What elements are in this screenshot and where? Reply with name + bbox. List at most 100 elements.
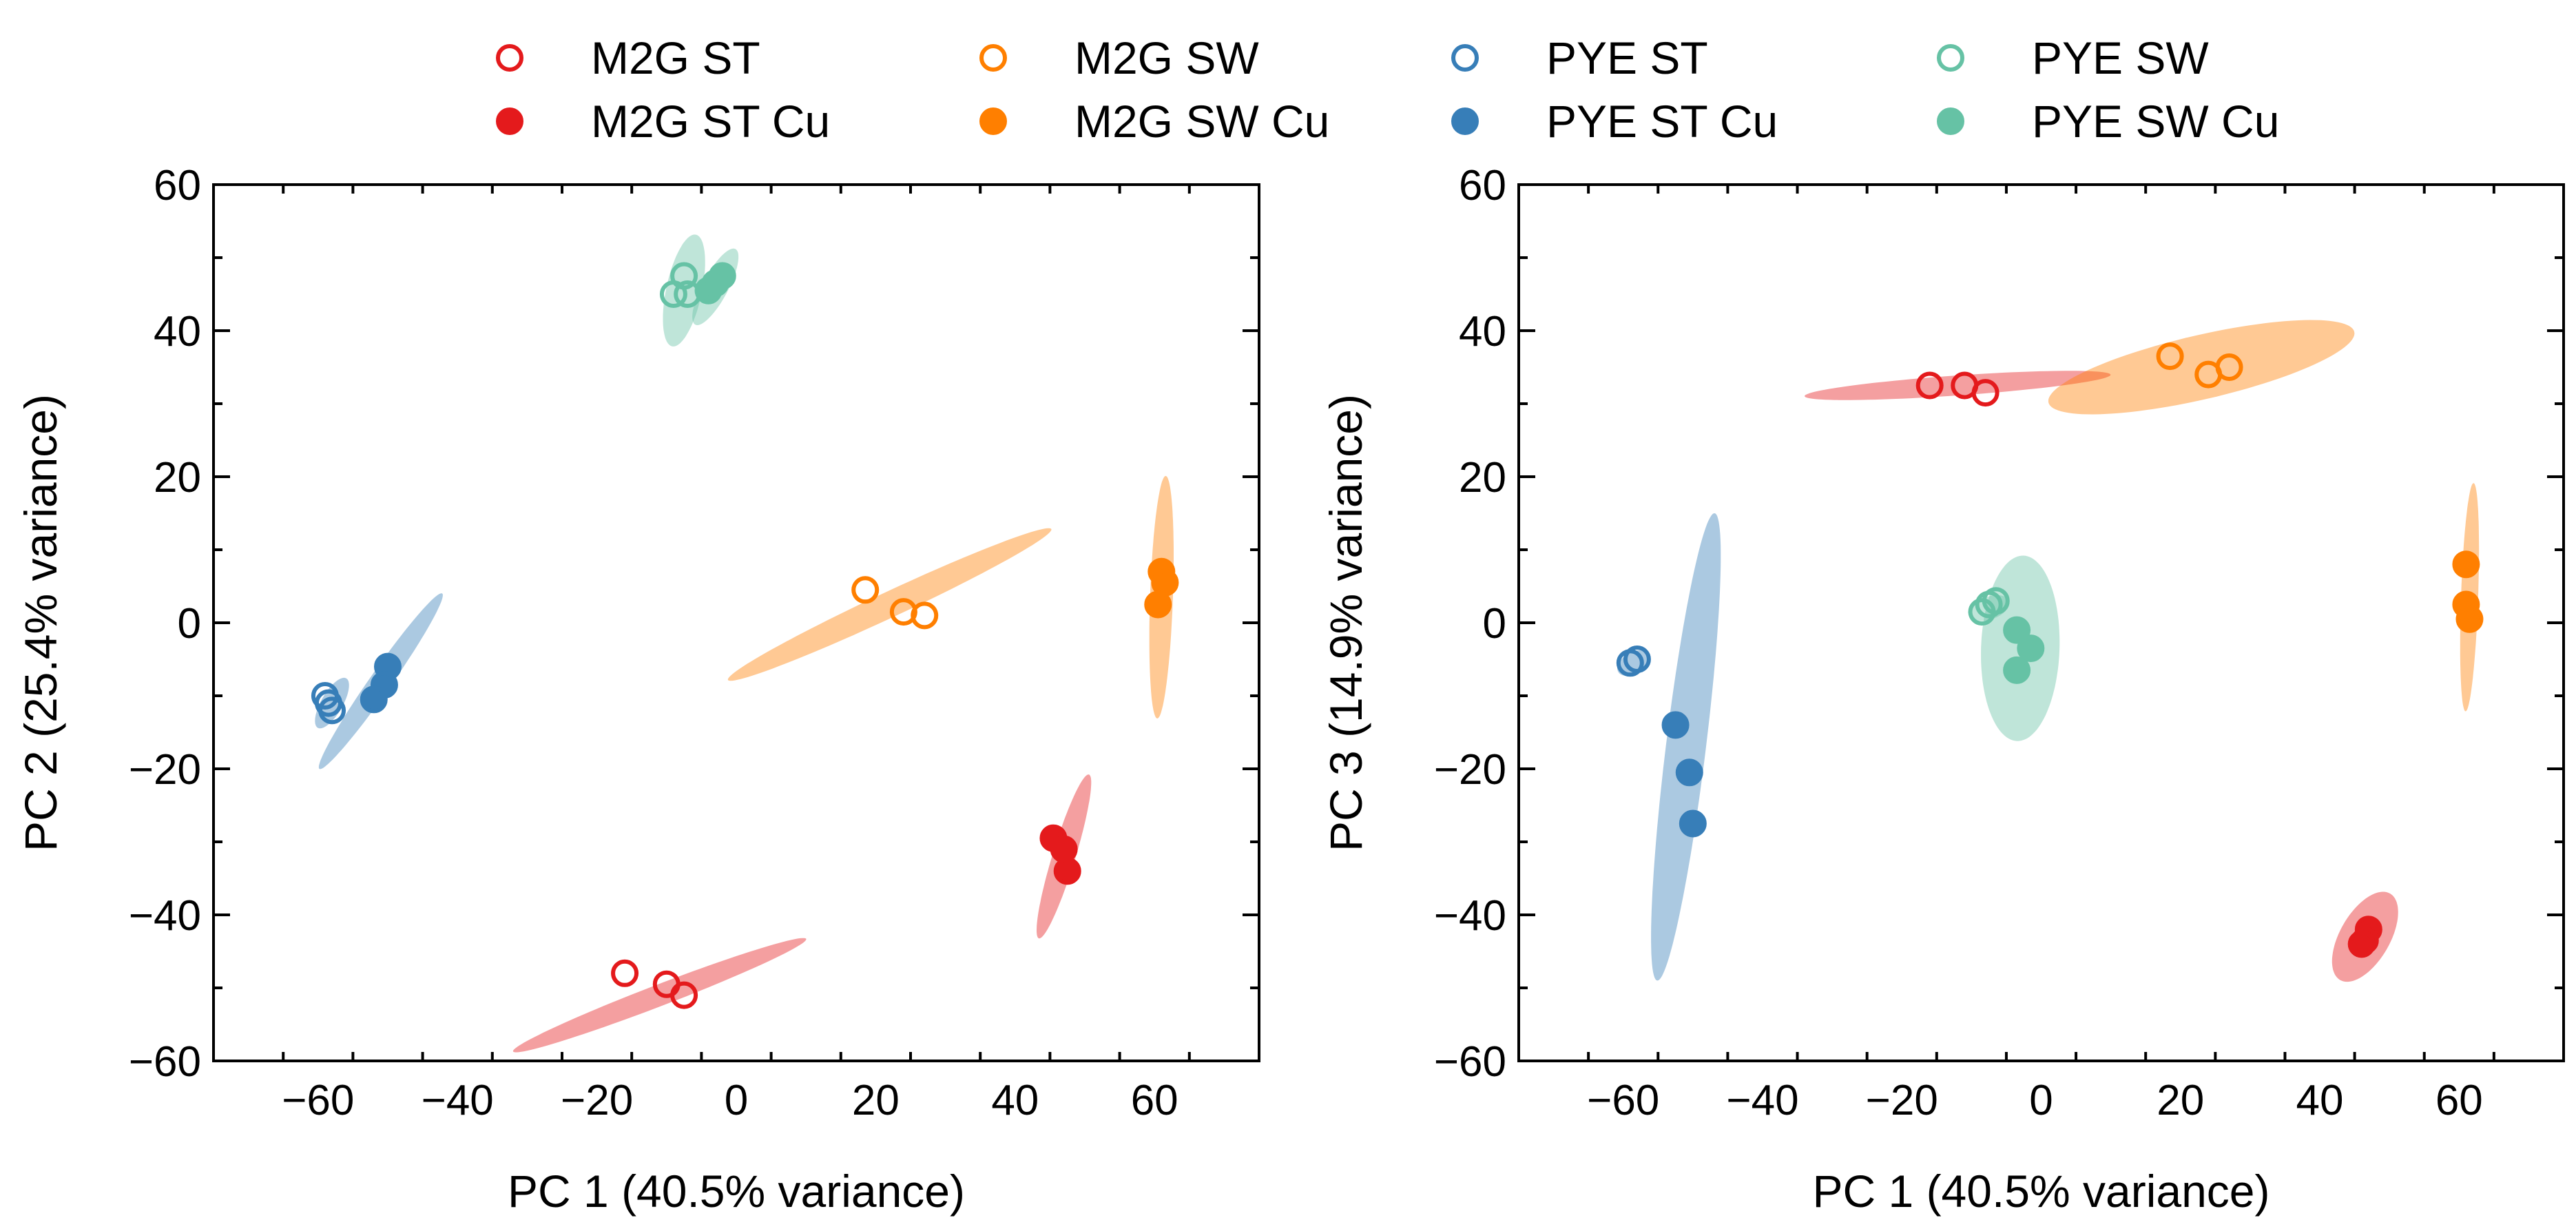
- series-m2g-st: [1915, 371, 1999, 407]
- x-tick-label: 60: [2435, 1077, 2483, 1124]
- x-tick-label: −20: [561, 1077, 633, 1124]
- x-tick-label: −40: [1726, 1077, 1798, 1124]
- legend-item-m2g-sw-cu: M2G SW Cu: [979, 96, 1329, 147]
- legend-marker-m2g-sw-cu: [979, 107, 1007, 135]
- x-tick-label: −60: [282, 1077, 354, 1124]
- pc1-vs-pc3-plot: −60 −40 −20 0 20 40 60 −60 −40 −20 0 20 40 60 PC 1 (40…: [1320, 162, 2565, 1217]
- tick-layer: [1517, 183, 2565, 1062]
- legend-marker-m2g-sw: [979, 44, 1007, 72]
- point-m2g-st-cu: [1053, 857, 1081, 885]
- x-tick-label: 0: [2029, 1077, 2053, 1124]
- series-pye-sw: [659, 262, 702, 308]
- legend-marker-pye-st-cu: [1451, 107, 1479, 135]
- y-tick-label: 20: [154, 454, 201, 502]
- point-pye-st-cu: [1661, 711, 1690, 739]
- point-m2g-sw: [2156, 342, 2184, 371]
- ellipse-m2g-st: [1805, 371, 2111, 400]
- point-pye-st-cu: [1679, 809, 1707, 838]
- legend-item-m2g-st-cu: M2G ST Cu: [496, 96, 830, 147]
- pc1-vs-pc2-plot: −60 −40 −20 0 20 40 60 −60 −40 −20 0 20 40 60 PC 1 (40…: [15, 162, 1260, 1217]
- legend-label: M2G ST Cu: [591, 96, 830, 147]
- point-m2g-st: [1971, 379, 1999, 407]
- point-m2g-st: [670, 981, 698, 1009]
- series-pye-sw-cu: [694, 262, 736, 304]
- y-tick-label: −60: [1434, 1038, 1506, 1086]
- legend-marker-pye-sw-cu: [1937, 107, 1964, 135]
- y-tick-label: 0: [1483, 600, 1506, 648]
- legend-marker-pye-st: [1451, 44, 1479, 72]
- point-pye-sw: [1982, 587, 2010, 615]
- series-m2g-sw-cu: [1144, 557, 1179, 619]
- y-tick-label: 60: [154, 162, 201, 209]
- series-pye-st: [1616, 646, 1651, 677]
- x-axis-label: PC 1 (40.5% variance): [508, 1166, 965, 1217]
- legend-label: PYE ST Cu: [1546, 96, 1778, 147]
- series-m2g-sw-cu: [2452, 550, 2484, 633]
- series-pye-st-cu: [1661, 711, 1707, 838]
- point-m2g-sw: [851, 576, 880, 604]
- y-tick-label: −20: [1434, 746, 1506, 794]
- x-tick-label: 40: [2296, 1077, 2344, 1124]
- legend-item-pye-sw-cu: PYE SW Cu: [1937, 96, 2279, 147]
- point-m2g-sw: [911, 601, 939, 630]
- series-pye-st-cu: [360, 652, 402, 714]
- x-tick-label: 40: [991, 1077, 1039, 1124]
- point-layer: [311, 262, 1179, 1009]
- y-tick-label: 0: [178, 600, 201, 648]
- ellipse-pye-st-cu: [1651, 513, 1721, 981]
- legend-marker-pye-sw: [1937, 44, 1964, 72]
- point-m2g-sw-cu: [2452, 550, 2480, 579]
- point-pye-st-cu: [1675, 758, 1703, 787]
- series-pye-sw-cu: [2003, 616, 2045, 684]
- series-m2g-sw: [2156, 342, 2243, 389]
- x-tick-label: 20: [2157, 1077, 2204, 1124]
- series-m2g-st-cu: [2347, 916, 2382, 958]
- series-m2g-st-cu: [1039, 824, 1081, 885]
- ellipse-m2g-sw: [727, 528, 1052, 681]
- legend-marker-m2g-st-cu: [496, 107, 523, 135]
- point-pye-sw-cu: [2003, 616, 2031, 644]
- point-pye-st: [318, 696, 346, 725]
- point-pye-st: [1616, 649, 1644, 677]
- x-tick-label: −40: [422, 1077, 494, 1124]
- legend-label: PYE ST: [1546, 32, 1708, 83]
- legend-item-pye-st-cu: PYE ST Cu: [1451, 96, 1778, 147]
- x-axis-label: PC 1 (40.5% variance): [1813, 1166, 2270, 1217]
- x-tick-label: −20: [1866, 1077, 1938, 1124]
- x-tick-label: 60: [1131, 1077, 1178, 1124]
- tick-layer: [212, 183, 1260, 1062]
- legend-label: PYE SW Cu: [2032, 96, 2279, 147]
- series-m2g-st: [611, 959, 698, 1009]
- series-m2g-sw: [851, 576, 939, 630]
- ellipse-layer: [315, 234, 1174, 1053]
- y-tick-label: −40: [1434, 892, 1506, 940]
- x-tick-label: 0: [725, 1077, 748, 1124]
- y-tick-label: −60: [129, 1038, 201, 1086]
- point-m2g-st-cu: [1050, 835, 1078, 863]
- point-m2g-sw-cu: [2455, 605, 2484, 633]
- series-pye-sw: [1968, 587, 2010, 626]
- point-pye-sw: [670, 262, 698, 290]
- legend-label: PYE SW: [2032, 32, 2209, 83]
- point-pye-st-cu: [360, 685, 388, 714]
- legend-label: M2G SW: [1074, 32, 1259, 83]
- ellipse-layer: [1617, 320, 2480, 982]
- legend-label: M2G SW Cu: [1074, 96, 1329, 147]
- point-pye-sw-cu: [701, 269, 729, 298]
- x-tick-label: 20: [852, 1077, 900, 1124]
- y-tick-label: 60: [1459, 162, 1506, 209]
- y-tick-label: 40: [1459, 308, 1506, 355]
- point-layer: [1616, 342, 2484, 958]
- point-m2g-sw-cu: [1144, 590, 1172, 619]
- point-m2g-st: [611, 959, 639, 987]
- legend-marker-m2g-st: [496, 44, 523, 72]
- legend-item-pye-sw: PYE SW: [1937, 32, 2209, 83]
- legend-item-m2g-st: M2G ST: [496, 32, 760, 83]
- y-tick-label: 20: [1459, 454, 1506, 502]
- y-axis-label: PC 2 (25.4% variance): [15, 394, 66, 851]
- x-tick-label: −60: [1587, 1077, 1659, 1124]
- y-tick-label: −40: [129, 892, 201, 940]
- y-tick-label: −20: [129, 746, 201, 794]
- point-pye-sw-cu: [2017, 634, 2045, 663]
- legend-item-m2g-sw: M2G SW: [979, 32, 1259, 83]
